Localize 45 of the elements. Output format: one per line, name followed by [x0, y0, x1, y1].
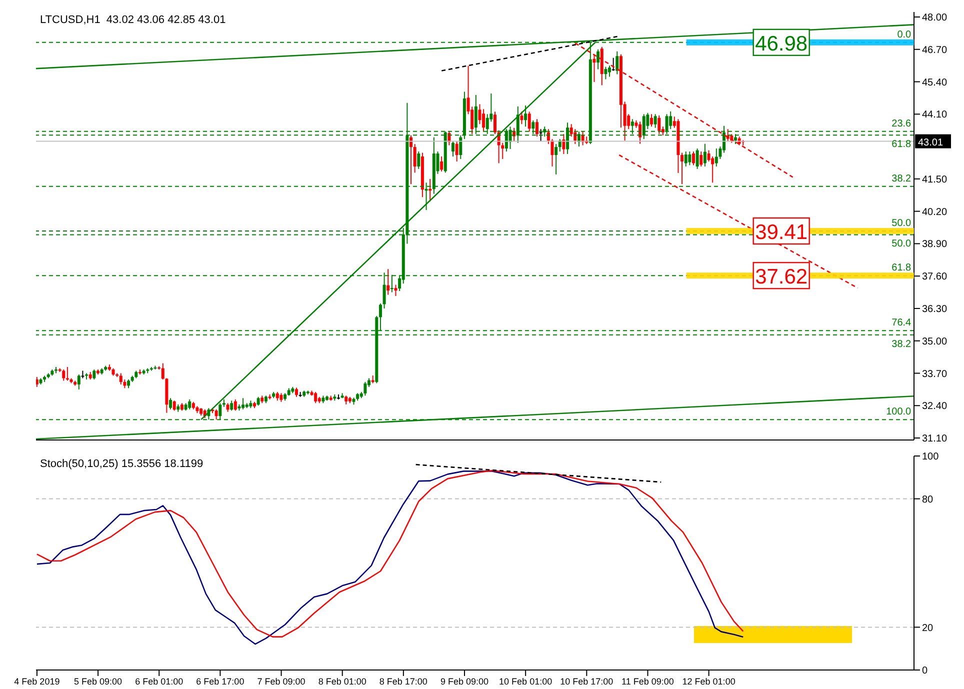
x-tick-label: 7 Feb 09:00: [257, 676, 306, 686]
y-tick-label: 38.90: [922, 239, 948, 250]
y-tick-label: 44.10: [922, 110, 948, 121]
x-tick-label: 9 Feb 09:00: [440, 676, 489, 686]
x-tick-label: 5 Feb 09:00: [74, 676, 122, 686]
y-tick-label: 100: [922, 452, 940, 463]
annotation: 61.8: [892, 139, 912, 150]
x-tick-label: 10 Feb 17:00: [560, 676, 614, 686]
y-tick-label: 37.60: [922, 272, 948, 283]
annotation: 38.2: [892, 338, 912, 350]
x-tick-label: 6 Feb 17:00: [196, 676, 244, 686]
x-tick-label: 12 Feb 01:00: [682, 676, 736, 686]
y-tick-label: 32.40: [922, 401, 948, 412]
y-tick-label: 35.00: [922, 336, 948, 348]
x-tick-label: 11 Feb 09:00: [622, 676, 674, 686]
x-tick-label: 6 Feb 01:00: [135, 676, 184, 686]
x-tick-label: 10 Feb 01:00: [499, 676, 552, 686]
annotation: 50.0: [892, 218, 912, 229]
annotation: 0.0: [897, 29, 912, 40]
chart-title: LTCUSD,H1 43.02 43.06 42.85 43.01: [40, 14, 226, 26]
annotation: 100.0: [886, 406, 912, 418]
annotation: 50.0: [892, 238, 912, 250]
chart-title: Stoch(50,10,25) 15.3556 18.1199: [40, 458, 204, 470]
annotation: 23.6: [892, 118, 912, 130]
x-tick-label: 8 Feb 17:00: [379, 676, 428, 686]
annotation: 61.8: [892, 262, 912, 274]
annotation: 46.98: [755, 32, 808, 56]
annotation: 39.41: [755, 220, 808, 244]
annotation: 38.2: [892, 173, 912, 184]
y-tick-label: 80: [922, 494, 934, 506]
annotation: 37.62: [755, 266, 808, 289]
y-tick-label: 31.10: [922, 434, 948, 445]
x-tick-label: 8 Feb 01:00: [318, 676, 366, 686]
y-tick-label: 45.40: [922, 77, 948, 88]
y-tick-label: 41.50: [922, 174, 948, 186]
y-tick-label: 40.20: [922, 206, 948, 218]
y-tick-label: 0: [922, 666, 928, 677]
y-tick-label: 20: [922, 622, 934, 634]
x-tick-label: 4 Feb 2019: [14, 676, 60, 686]
y-tick-label: 48.00: [922, 12, 948, 24]
annotation: 76.4: [892, 318, 912, 329]
y-tick-label: 36.30: [922, 304, 948, 316]
y-tick-label: 33.70: [922, 368, 948, 380]
y-tick-label: 46.70: [922, 44, 948, 56]
ref-line-label: 43.01: [918, 137, 944, 148]
